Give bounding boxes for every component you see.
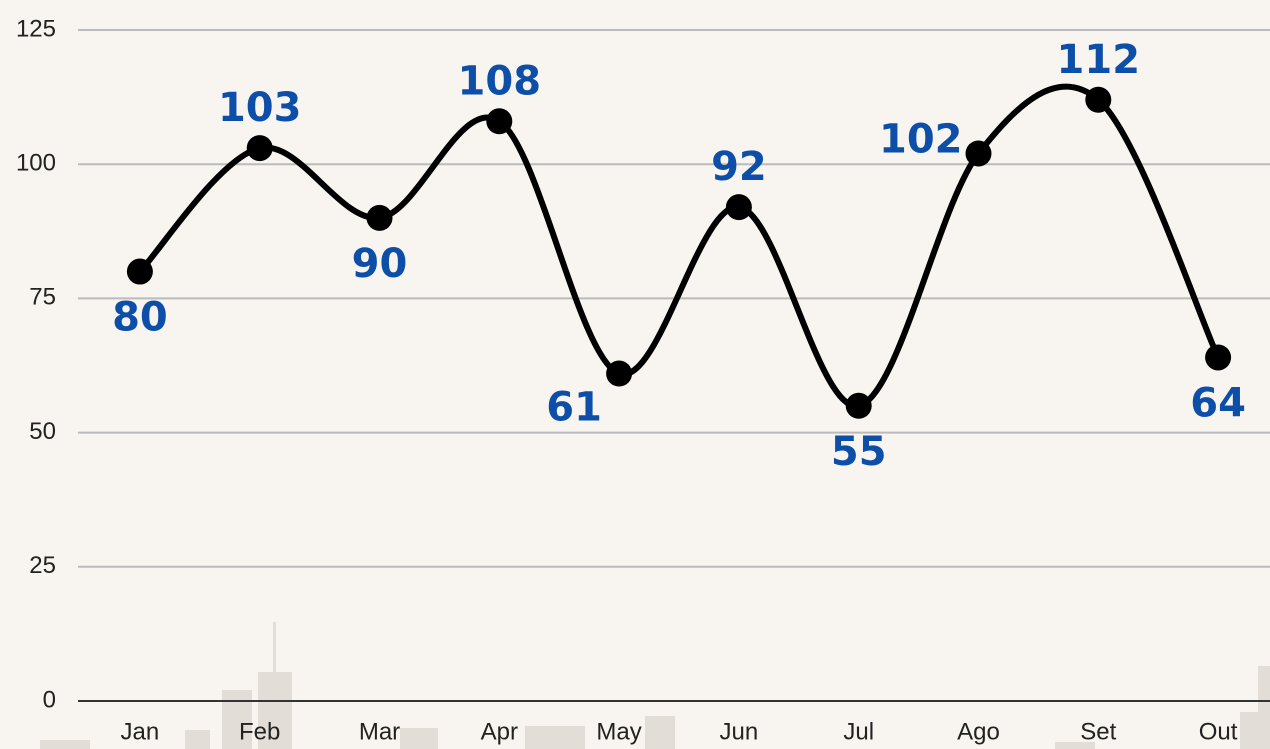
y-tick-label: 125 — [16, 15, 56, 42]
x-tick-label: Out — [1199, 718, 1238, 745]
chart: 0 25 50 75 100 125 Jan Feb Mar Apr May Jun Jul Ago Set… — [0, 0, 1270, 749]
x-tick-label: Jul — [843, 718, 874, 745]
y-tick-label: 0 — [43, 686, 56, 713]
value-label: 64 — [1190, 380, 1246, 426]
point — [247, 135, 273, 161]
value-label: 61 — [546, 385, 602, 431]
value-label: 55 — [831, 429, 887, 475]
point — [367, 205, 393, 231]
point — [127, 259, 153, 285]
point — [1205, 344, 1231, 370]
x-tick-label: Jan — [121, 718, 160, 745]
point — [846, 393, 872, 419]
point — [606, 361, 632, 387]
y-tick-label: 50 — [29, 418, 56, 445]
x-tick-label: Mar — [359, 718, 400, 745]
y-tick-label: 75 — [29, 284, 56, 311]
point — [726, 194, 752, 220]
value-label: 112 — [1057, 37, 1141, 83]
point — [486, 108, 512, 134]
value-label: 80 — [112, 295, 168, 341]
x-tick-label: Jun — [720, 718, 759, 745]
y-tick-label: 100 — [16, 150, 56, 177]
value-label: 92 — [711, 144, 767, 190]
value-label: 90 — [352, 241, 408, 287]
x-tick-label: Feb — [239, 718, 280, 745]
value-label: 102 — [879, 116, 963, 162]
x-tick-label: Apr — [481, 718, 518, 745]
value-label: 103 — [218, 85, 302, 131]
point — [1085, 87, 1111, 113]
point — [966, 140, 992, 166]
x-tick-label: Ago — [957, 718, 1000, 745]
value-label: 108 — [458, 58, 542, 104]
x-tick-label: Set — [1080, 718, 1116, 745]
line — [140, 87, 1218, 406]
x-tick-label: May — [596, 718, 641, 745]
y-tick-label: 25 — [29, 552, 56, 579]
